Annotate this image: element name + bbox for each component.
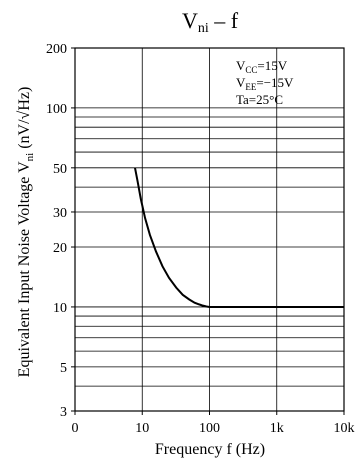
y-tick-label: 100 — [46, 102, 67, 117]
y-tick-label: 10 — [53, 301, 67, 316]
x-tick-label: 0 — [72, 421, 79, 436]
grid — [75, 47, 344, 411]
y-tick-label: 5 — [60, 361, 67, 376]
x-tick-label: 10k — [334, 421, 355, 436]
x-axis-label: Frequency f (Hz) — [155, 441, 265, 458]
x-tick-label: 10 — [135, 421, 149, 436]
x-tick-label: 1k — [270, 421, 284, 436]
tick-labels: 3 5 10 20 30 50 100 200 0 10 100 1k 10k — [46, 42, 355, 436]
chart-title: Vni – f — [182, 8, 239, 36]
y-tick-label: 50 — [53, 162, 67, 177]
y-tick-label: 200 — [46, 42, 67, 57]
condition-text: VEE=−15V — [236, 75, 294, 92]
noise-curve-line — [134, 167, 344, 308]
y-axis-label: Equivalent Input Noise Voltage Vni (nV/√… — [16, 87, 36, 378]
y-tick-label: 30 — [53, 206, 67, 221]
x-tick-label: 100 — [199, 421, 220, 436]
y-tick-label: 3 — [60, 405, 67, 420]
y-tick-label: 20 — [53, 241, 67, 256]
condition-text: VCC=15V — [236, 58, 288, 75]
condition-text: Ta=25°C — [236, 92, 283, 107]
